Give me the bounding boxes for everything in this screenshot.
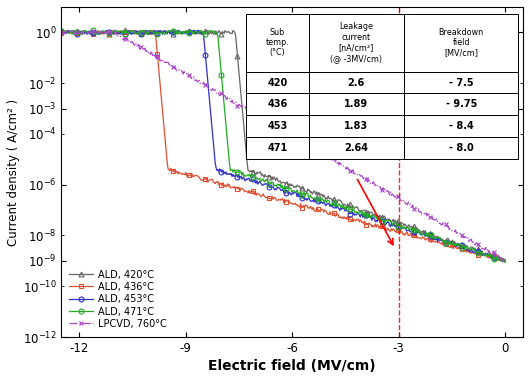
ALD, 453°C xyxy=(423,233,429,237)
ALD, 436°C xyxy=(272,196,279,201)
ALD, 436°C xyxy=(270,197,276,202)
ALD, 453°C xyxy=(272,187,279,191)
LPCVD, 760°C xyxy=(323,156,330,160)
ALD, 436°C xyxy=(492,257,499,261)
ALD, 420°C xyxy=(492,253,499,258)
ALD, 471°C xyxy=(272,183,279,188)
ALD, 471°C xyxy=(58,28,65,33)
ALD, 453°C xyxy=(58,28,65,33)
Line: LPCVD, 760°C: LPCVD, 760°C xyxy=(59,28,508,264)
Y-axis label: Current density ( A/cm² ): Current density ( A/cm² ) xyxy=(7,98,20,245)
ALD, 471°C xyxy=(423,231,429,235)
ALD, 453°C xyxy=(299,194,306,199)
LPCVD, 760°C xyxy=(69,29,76,33)
ALD, 420°C xyxy=(423,231,429,236)
X-axis label: Electric field (MV/cm): Electric field (MV/cm) xyxy=(208,359,376,373)
LPCVD, 760°C xyxy=(492,251,499,256)
ALD, 471°C xyxy=(270,180,276,185)
Line: ALD, 453°C: ALD, 453°C xyxy=(59,28,508,263)
ALD, 420°C xyxy=(272,178,279,183)
Legend: ALD, 420°C, ALD, 436°C, ALD, 453°C, ALD, 471°C, LPCVD, 760°C: ALD, 420°C, ALD, 436°C, ALD, 453°C, ALD,… xyxy=(66,267,170,332)
ALD, 471°C xyxy=(501,260,508,264)
ALD, 420°C xyxy=(191,28,197,33)
ALD, 453°C xyxy=(492,254,499,258)
ALD, 453°C xyxy=(502,258,508,263)
Line: ALD, 420°C: ALD, 420°C xyxy=(59,28,508,264)
ALD, 453°C xyxy=(323,203,330,207)
LPCVD, 760°C xyxy=(272,124,279,128)
LPCVD, 760°C xyxy=(499,259,506,263)
ALD, 471°C xyxy=(174,28,180,33)
Line: ALD, 471°C: ALD, 471°C xyxy=(59,28,508,264)
ALD, 420°C xyxy=(502,258,508,263)
ALD, 436°C xyxy=(58,30,65,35)
ALD, 436°C xyxy=(299,205,306,209)
ALD, 471°C xyxy=(502,258,508,262)
ALD, 436°C xyxy=(502,260,508,264)
LPCVD, 760°C xyxy=(502,257,508,262)
Line: ALD, 436°C: ALD, 436°C xyxy=(59,28,508,264)
LPCVD, 760°C xyxy=(423,211,429,215)
ALD, 436°C xyxy=(126,28,132,33)
LPCVD, 760°C xyxy=(299,142,306,146)
LPCVD, 760°C xyxy=(58,30,65,34)
ALD, 436°C xyxy=(323,209,330,214)
ALD, 453°C xyxy=(60,28,66,33)
ALD, 471°C xyxy=(492,256,499,260)
ALD, 453°C xyxy=(270,185,276,189)
ALD, 420°C xyxy=(270,177,276,182)
ALD, 436°C xyxy=(423,237,429,241)
ALD, 420°C xyxy=(58,30,65,35)
ALD, 453°C xyxy=(499,259,506,263)
ALD, 471°C xyxy=(323,200,330,205)
ALD, 471°C xyxy=(299,192,306,197)
LPCVD, 760°C xyxy=(270,122,276,127)
ALD, 420°C xyxy=(323,196,330,200)
ALD, 420°C xyxy=(501,260,508,264)
ALD, 420°C xyxy=(299,186,306,191)
